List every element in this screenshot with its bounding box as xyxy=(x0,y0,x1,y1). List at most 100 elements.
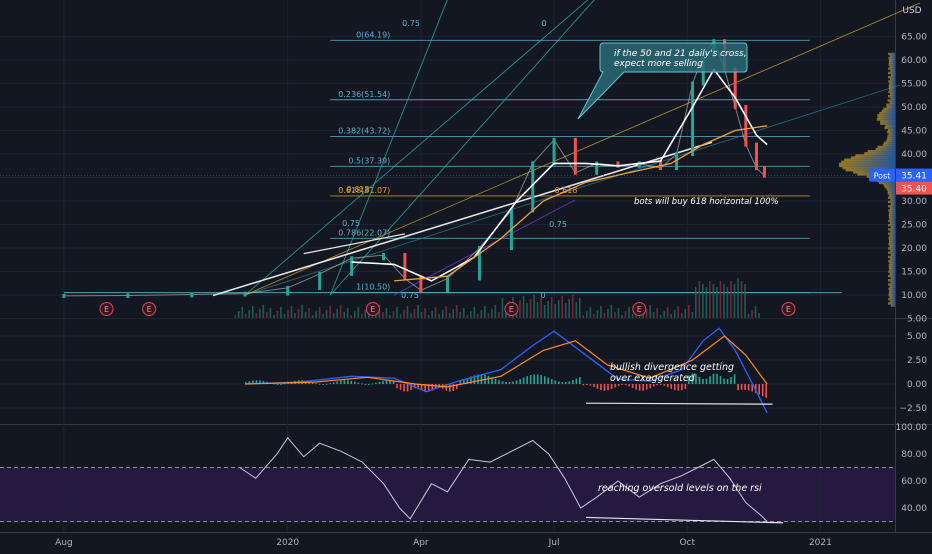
fib-level-label: 0.236(51.54) xyxy=(338,90,390,99)
volume-profile-bar xyxy=(875,147,895,151)
volume-bar xyxy=(466,315,469,318)
macd-histogram-bar xyxy=(737,384,739,391)
volume-bar xyxy=(656,308,658,318)
volume-profile-bar xyxy=(883,183,895,187)
volume-profile-bar xyxy=(889,268,895,271)
annotations[interactable]: if the 50 and 21 daily's cross,expect mo… xyxy=(577,42,779,494)
macd-histogram-bar xyxy=(347,380,349,384)
volume-bar xyxy=(269,308,272,318)
price-tick-label: 50.00 xyxy=(901,103,927,113)
volume-profile-bar xyxy=(889,289,895,292)
fib-retracement[interactable]: 0(64.19) 0.236(51.54) 0.382(43.72) 0.5(37.3… xyxy=(63,30,842,294)
rsi-tick-label: 40.00 xyxy=(901,504,927,514)
time-axis: Aug2020AprJulOct2021AprJulOct xyxy=(55,538,832,548)
macd-histogram-bar xyxy=(677,384,680,391)
volume-bar xyxy=(287,310,289,318)
candle xyxy=(350,256,354,276)
volume-profile-bar xyxy=(889,272,895,276)
volume-bar xyxy=(744,284,746,318)
volume-bar xyxy=(751,310,753,318)
macd-histogram-bar xyxy=(575,378,578,384)
volume-bar xyxy=(336,309,338,318)
macd-histogram-bar xyxy=(572,380,574,384)
macd-histogram-bar xyxy=(382,380,384,384)
macd-histogram-bar xyxy=(512,381,514,384)
fib-level-label: 1(10.50) xyxy=(356,283,390,292)
volume-profile-bar xyxy=(867,150,895,153)
fan-label: 0 xyxy=(541,19,546,28)
volume-bar xyxy=(631,314,634,318)
volume-profile-bar xyxy=(890,281,895,284)
macd-histogram-bar xyxy=(325,383,328,385)
volume-bar xyxy=(280,307,282,318)
volume-profile-bar xyxy=(887,99,895,102)
fib-level-label: 0(64.19) xyxy=(356,30,390,39)
volume-profile-bar xyxy=(890,97,895,100)
fan-label: 0.75 xyxy=(402,19,420,28)
rsi-note: reaching oversold levels on the rsi xyxy=(598,483,762,494)
macd-histogram-bar xyxy=(276,383,279,385)
macd-histogram-bar xyxy=(589,384,592,386)
volume-bar xyxy=(600,306,602,318)
volume-profile-bar xyxy=(878,181,895,185)
volume-profile-bar xyxy=(888,71,895,75)
volume-profile-bar xyxy=(890,202,895,206)
volume-bar xyxy=(673,310,676,318)
price-pane xyxy=(0,0,895,318)
macd-tick-label: −2.50 xyxy=(899,404,927,414)
time-tick-label: 2021 xyxy=(809,538,832,548)
earnings-marker xyxy=(632,302,647,316)
volume-bar xyxy=(733,284,736,318)
volume-bar xyxy=(297,309,300,318)
volume-bar xyxy=(276,311,279,318)
volume-profile-bar xyxy=(888,133,895,136)
volume-profile-bar xyxy=(888,255,895,259)
volume-bar xyxy=(311,315,314,318)
volume-profile-bar xyxy=(888,209,895,212)
volume-profile-bar xyxy=(890,78,895,81)
macd-histogram-bar xyxy=(259,380,261,384)
volume-profile-bar xyxy=(888,247,895,250)
volume-bar xyxy=(526,303,528,318)
macd-histogram-bar xyxy=(470,376,472,384)
macd-histogram-bar xyxy=(385,380,388,384)
volume-bar xyxy=(396,307,398,318)
candle xyxy=(446,276,449,293)
volume-profile-bar xyxy=(889,245,895,248)
volume-bar xyxy=(540,298,542,318)
volume-profile-bar xyxy=(888,84,895,87)
volume-profile-bar xyxy=(877,116,895,119)
candle xyxy=(286,285,290,296)
fib-level-label: 0.5(37.39) xyxy=(348,156,390,165)
macd-histogram-bar xyxy=(659,384,662,385)
macd-histogram-bar xyxy=(649,384,652,389)
volume-bar xyxy=(737,278,739,318)
volume-bar xyxy=(586,311,588,318)
volume-bar xyxy=(389,315,391,318)
macd-histogram-bar xyxy=(505,381,507,384)
macd-histogram-bar xyxy=(466,377,469,384)
volume-profile-bar xyxy=(888,243,895,246)
fan-label: 0.618 xyxy=(347,185,370,194)
macd-histogram-bar xyxy=(417,384,419,388)
last-price-value: 35.40 xyxy=(901,185,927,195)
volume-bar xyxy=(448,313,451,318)
macd-signal-line xyxy=(245,335,768,388)
macd-histogram-bar xyxy=(695,374,697,384)
macd-histogram-bar xyxy=(515,380,518,384)
price-axis: 65.0060.0055.0050.0045.0040.0035.0030.00… xyxy=(0,33,932,514)
rsi-tick-label: 60.00 xyxy=(901,477,927,487)
macd-histogram-bar xyxy=(761,384,764,397)
volume-bar xyxy=(666,307,669,318)
volume-bar xyxy=(501,298,504,318)
candle xyxy=(754,142,758,171)
volume-profile-bar xyxy=(888,90,895,94)
volume-profile-bar xyxy=(888,270,895,273)
volume-profile-bar xyxy=(890,226,895,229)
candle xyxy=(616,161,620,168)
macd-histogram-bar xyxy=(702,378,704,384)
fib-level-label: 0.382(43.72) xyxy=(338,127,390,136)
